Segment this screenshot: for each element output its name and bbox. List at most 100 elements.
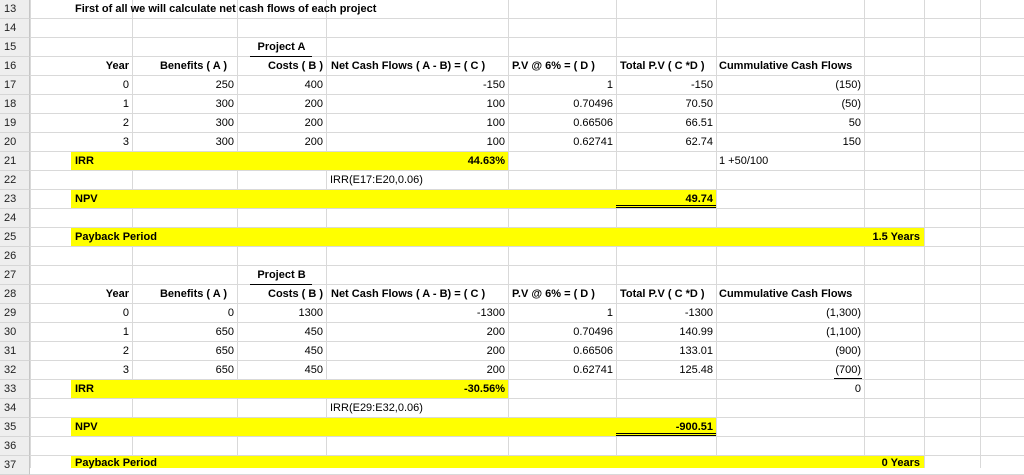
payback-label[interactable]: Payback Period — [75, 231, 157, 243]
row-header[interactable]: 25 — [0, 228, 30, 247]
row-header[interactable]: 19 — [0, 114, 30, 133]
table-cell[interactable]: 150 — [842, 136, 861, 148]
table-cell[interactable]: 62.74 — [685, 136, 713, 148]
table-cell[interactable]: 1300 — [298, 307, 323, 319]
header-cumulative[interactable]: Cummulative Cash Flows — [719, 60, 853, 72]
table-cell[interactable]: 300 — [215, 98, 234, 110]
table-cell[interactable]: 66.51 — [685, 117, 713, 129]
row-header[interactable]: 21 — [0, 152, 30, 171]
npv-value[interactable]: 49.74 — [685, 193, 713, 205]
table-cell[interactable]: 0 — [227, 307, 234, 319]
table-cell[interactable]: (1,100) — [826, 326, 861, 338]
table-cell[interactable]: 140.99 — [679, 326, 713, 338]
payback-label[interactable]: Payback Period — [75, 457, 157, 469]
table-cell[interactable]: (1,300) — [826, 307, 861, 319]
table-cell[interactable]: 125.48 — [679, 364, 713, 376]
project-b-title[interactable]: Project B — [257, 269, 306, 281]
row-header[interactable]: 26 — [0, 247, 30, 266]
table-cell[interactable]: 2 — [122, 117, 129, 129]
project-a-title[interactable]: Project A — [257, 41, 306, 53]
header-total-pv[interactable]: Total P.V ( C *D ) — [620, 60, 705, 72]
header-benefits[interactable]: Benefits ( A ) — [159, 288, 227, 300]
row-header[interactable]: 27 — [0, 266, 30, 285]
row-header[interactable]: 34 — [0, 399, 30, 418]
table-cell[interactable]: 3 — [122, 364, 129, 376]
table-cell[interactable]: 450 — [304, 364, 323, 376]
irr-formula[interactable]: IRR(E29:E32,0.06) — [330, 402, 423, 414]
irr-formula[interactable]: IRR(E17:E20,0.06) — [330, 174, 423, 186]
header-pv[interactable]: P.V @ 6% = ( D ) — [512, 288, 595, 300]
table-cell[interactable]: 50 — [848, 117, 861, 129]
table-cell[interactable]: (900) — [835, 345, 861, 357]
npv-label[interactable]: NPV — [75, 421, 98, 433]
table-cell[interactable]: 0.62741 — [573, 136, 613, 148]
row-header[interactable]: 33 — [0, 380, 30, 399]
cumulative-total[interactable]: 0 — [854, 383, 861, 395]
table-cell[interactable]: 0 — [122, 307, 129, 319]
table-cell[interactable]: 2 — [122, 345, 129, 357]
irr-label[interactable]: IRR — [75, 383, 94, 395]
irr-label[interactable]: IRR — [75, 155, 94, 167]
row-header[interactable]: 29 — [0, 304, 30, 323]
header-benefits[interactable]: Benefits ( A ) — [159, 60, 227, 72]
row-header[interactable]: 15 — [0, 38, 30, 57]
table-cell[interactable]: 250 — [215, 79, 234, 91]
table-cell[interactable]: (150) — [835, 79, 861, 91]
row-header[interactable]: 17 — [0, 76, 30, 95]
row-header[interactable]: 36 — [0, 437, 30, 456]
table-cell[interactable]: 200 — [486, 326, 505, 338]
table-cell[interactable]: 1 — [606, 307, 613, 319]
table-cell[interactable]: 650 — [215, 326, 234, 338]
row-header[interactable]: 24 — [0, 209, 30, 228]
row-header[interactable]: 22 — [0, 171, 30, 190]
table-cell[interactable]: 100 — [486, 136, 505, 148]
row-header[interactable]: 13 — [0, 0, 30, 19]
table-cell[interactable]: -150 — [690, 79, 713, 91]
header-costs[interactable]: Costs ( B ) — [268, 288, 323, 300]
table-cell[interactable]: 100 — [486, 98, 505, 110]
row-header[interactable]: 30 — [0, 323, 30, 342]
table-cell[interactable]: (700) — [835, 364, 861, 376]
row-header[interactable]: 37 — [0, 456, 30, 475]
row-header[interactable]: 28 — [0, 285, 30, 304]
table-cell[interactable]: 0.66506 — [573, 345, 613, 357]
table-cell[interactable]: 300 — [215, 136, 234, 148]
table-cell[interactable]: -1300 — [684, 307, 713, 319]
payback-value[interactable]: 0 Years — [881, 457, 920, 469]
table-cell[interactable]: 200 — [304, 136, 323, 148]
row-header[interactable]: 32 — [0, 361, 30, 380]
header-year[interactable]: Year — [105, 288, 129, 300]
table-cell[interactable]: 70.50 — [685, 98, 713, 110]
table-cell[interactable]: 450 — [304, 326, 323, 338]
table-cell[interactable]: 400 — [304, 79, 323, 91]
table-cell[interactable]: 200 — [304, 117, 323, 129]
table-cell[interactable]: (50) — [841, 98, 861, 110]
intro-text[interactable]: First of all we will calculate net cash … — [75, 3, 377, 15]
table-cell[interactable]: 1 — [606, 79, 613, 91]
row-header[interactable]: 16 — [0, 57, 30, 76]
irr-value[interactable]: 44.63% — [467, 155, 505, 167]
header-net-cash-flows[interactable]: Net Cash Flows ( A - B) = ( C ) — [331, 60, 486, 72]
table-cell[interactable]: 200 — [486, 364, 505, 376]
npv-value[interactable]: -900.51 — [675, 421, 713, 433]
table-cell[interactable]: 650 — [215, 364, 234, 376]
table-cell[interactable]: 0.70496 — [573, 98, 613, 110]
table-cell[interactable]: 3 — [122, 136, 129, 148]
table-cell[interactable]: 300 — [215, 117, 234, 129]
table-cell[interactable]: 450 — [304, 345, 323, 357]
row-header[interactable]: 18 — [0, 95, 30, 114]
table-cell[interactable]: 100 — [486, 117, 505, 129]
header-year[interactable]: Year — [105, 60, 129, 72]
table-cell[interactable]: -150 — [482, 79, 505, 91]
header-net-cash-flows[interactable]: Net Cash Flows ( A - B) = ( C ) — [331, 288, 486, 300]
table-cell[interactable]: 0.66506 — [573, 117, 613, 129]
table-cell[interactable]: 200 — [486, 345, 505, 357]
table-cell[interactable]: 200 — [304, 98, 323, 110]
row-header[interactable]: 35 — [0, 418, 30, 437]
row-header[interactable]: 14 — [0, 19, 30, 38]
table-cell[interactable]: 0 — [122, 79, 129, 91]
table-cell[interactable]: 1 — [122, 326, 129, 338]
table-cell[interactable]: 0.70496 — [573, 326, 613, 338]
table-cell[interactable]: -1300 — [476, 307, 505, 319]
table-cell[interactable]: 1 — [122, 98, 129, 110]
